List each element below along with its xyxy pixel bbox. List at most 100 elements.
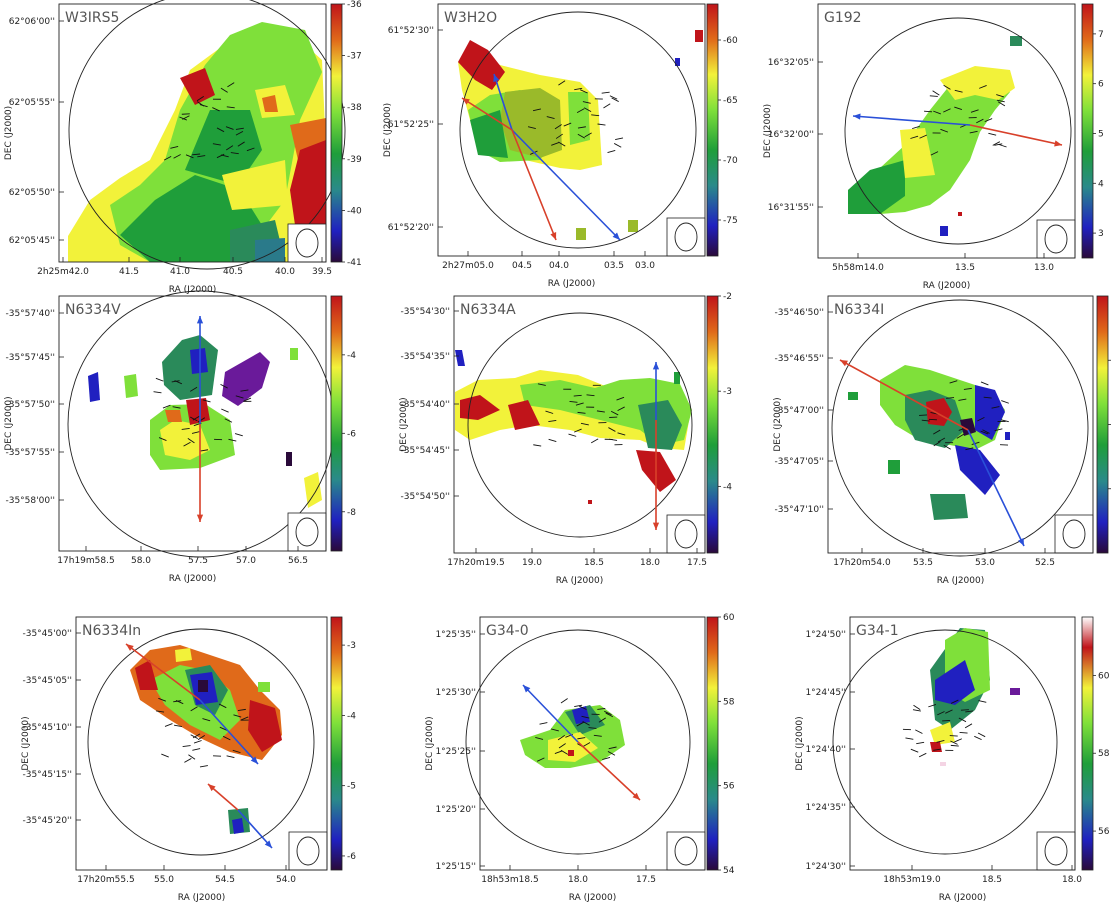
- velocity-region: [286, 452, 292, 466]
- colorbar-label: -65: [723, 96, 738, 106]
- vector-group: [533, 383, 626, 447]
- polarization-vector: [232, 749, 241, 754]
- polarization-vector: [536, 757, 545, 762]
- vector-group: [156, 697, 249, 768]
- polarization-vector: [163, 156, 172, 161]
- panel-w3h2o: W3H2O 2h27m05.0 04.5 04.0 03.5 03.0 61°52'30''…: [383, 3, 738, 289]
- y-tick-label: 1°25'30'': [435, 688, 476, 698]
- panel-title: G192: [824, 10, 862, 26]
- colorbar: [330, 616, 343, 871]
- polarization-vector: [943, 444, 951, 450]
- beam-ellipse-box: [1036, 219, 1076, 259]
- colorbar-label: 60: [1098, 671, 1110, 681]
- x-tick-label: 40.0: [275, 267, 295, 277]
- polarization-vector: [933, 748, 942, 751]
- polarization-vector: [937, 711, 945, 716]
- velocity-region: [162, 335, 218, 400]
- panel-title: G34-0: [486, 623, 529, 639]
- velocity-map: [455, 350, 692, 504]
- panel-title: N6334A: [460, 302, 516, 318]
- colorbar-label: 5: [1098, 129, 1104, 139]
- polarization-vector: [173, 724, 183, 727]
- x-axis-label: RA (J2000): [169, 285, 217, 295]
- polarization-vector: [233, 714, 242, 718]
- polarization-vector: [190, 706, 198, 712]
- polarization-vector: [583, 107, 592, 113]
- x-tick-label: 17h20m19.5: [447, 558, 504, 568]
- polarization-vector: [916, 741, 925, 745]
- x-axis-label: RA (J2000): [556, 576, 604, 586]
- polarization-vector: [240, 716, 249, 721]
- polarization-vector: [997, 101, 1006, 107]
- plot-frame: [849, 616, 1076, 871]
- velocity-region: [232, 818, 244, 834]
- colorbar-label: 4: [1098, 179, 1104, 189]
- x-tick-label: 57.0: [236, 556, 256, 566]
- y-tick-label: 62°05'45'': [9, 236, 55, 246]
- velocity-region: [1010, 36, 1022, 46]
- plot-frame: [453, 295, 706, 554]
- y-tick-label: 62°05'55'': [9, 98, 55, 108]
- polarization-vector: [597, 123, 606, 126]
- polarization-vector: [577, 411, 586, 414]
- y-tick-label: 1°24'30'': [805, 862, 846, 872]
- x-tick-label: 17h19m58.5: [57, 556, 114, 566]
- polarization-vector: [539, 722, 548, 725]
- y-tick-label: -35°47'10'': [774, 505, 824, 515]
- polarization-vector: [616, 396, 625, 401]
- polarization-vector: [579, 89, 588, 94]
- y-tick-label: 62°05'50'': [9, 188, 55, 198]
- polarization-vector: [527, 126, 536, 130]
- velocity-region: [900, 128, 935, 178]
- polarization-vector: [237, 708, 246, 712]
- red-outflow-arrow: [196, 424, 204, 522]
- panel-n6334a: N6334A 17h20m19.5 19.0 18.5 18.0 17.5 -35°54'3…: [399, 292, 732, 586]
- beam-ellipse-box: [1036, 831, 1076, 871]
- polarization-vector: [608, 746, 617, 750]
- polarization-vector: [171, 380, 180, 383]
- panel-n6334i: N6334I 17h20m54.0 53.5 53.0 52.5 -35°46'50'' -…: [773, 295, 1111, 586]
- x-axis-label: RA (J2000): [548, 279, 596, 289]
- plot-frame: [437, 3, 706, 257]
- polarization-vector: [954, 89, 963, 93]
- velocity-region: [248, 700, 282, 752]
- polarization-vector: [181, 428, 190, 430]
- x-tick-label: 5h58m14.0: [832, 263, 884, 273]
- primary-beam-circle: [459, 11, 697, 249]
- polarization-vector: [905, 737, 914, 740]
- polarization-vector: [192, 748, 201, 751]
- plot-frame: [75, 616, 328, 871]
- polarization-vector: [943, 84, 951, 90]
- polarization-vector: [924, 110, 933, 113]
- velocity-map: [68, 22, 326, 262]
- polarization-vector: [222, 735, 231, 741]
- blue-outflow-arrow: [522, 684, 579, 743]
- panel-g341: G34-1 18h53m19.0 18.5 18.0 1°24'50'' 1°24'45'…: [795, 616, 1110, 903]
- colorbar-label: -60: [723, 36, 738, 46]
- velocity-region: [455, 350, 465, 366]
- colorbar-label: 6: [1098, 80, 1104, 90]
- velocity-region: [290, 348, 298, 360]
- polarization-vector: [579, 705, 587, 710]
- polarization-vector: [950, 740, 958, 745]
- polarization-vector: [574, 428, 582, 433]
- polarization-vector: [982, 429, 990, 434]
- polarization-vector: [563, 122, 572, 127]
- polarization-vector: [158, 697, 167, 702]
- colorbar: [706, 616, 719, 871]
- y-tick-label: 62°06'00'': [9, 17, 55, 27]
- polarization-vector: [584, 132, 592, 138]
- polarization-vector: [550, 728, 559, 732]
- polarization-vector: [173, 154, 181, 159]
- polarization-vector: [958, 717, 967, 723]
- blue-outflow-arrow: [967, 429, 1025, 547]
- polarization-vector: [980, 381, 989, 386]
- polarization-vector: [996, 94, 1005, 98]
- beam-ellipse-box: [287, 223, 327, 263]
- panel-title: W3H2O: [444, 10, 497, 26]
- colorbar-label: -38: [347, 103, 362, 113]
- x-tick-label: 13.5: [955, 263, 975, 273]
- polarization-vector: [170, 145, 179, 149]
- red-outflow-arrow: [652, 420, 660, 530]
- velocity-region: [262, 95, 278, 112]
